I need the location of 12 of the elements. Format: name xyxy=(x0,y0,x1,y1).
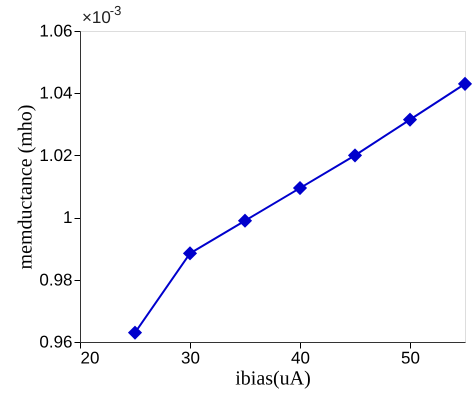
x-tick-label: 30 xyxy=(181,348,200,368)
y-tick-label: 0.96 xyxy=(39,332,72,352)
x-tick-label: 50 xyxy=(401,348,420,368)
x-tick-label: 40 xyxy=(291,348,310,368)
y-tick-label: 1.04 xyxy=(39,84,72,103)
y-tick-label: 1.06 xyxy=(39,22,72,40)
y-tick-label: 0.98 xyxy=(39,270,72,290)
y-tick-label: 1 xyxy=(63,208,72,228)
x-tick-label: 20 xyxy=(80,348,100,368)
x-axis-title: ibias(uA) xyxy=(235,368,311,390)
y-axis-title: memductance (mho) xyxy=(14,104,36,270)
y-tick-label: 1.02 xyxy=(39,146,72,165)
